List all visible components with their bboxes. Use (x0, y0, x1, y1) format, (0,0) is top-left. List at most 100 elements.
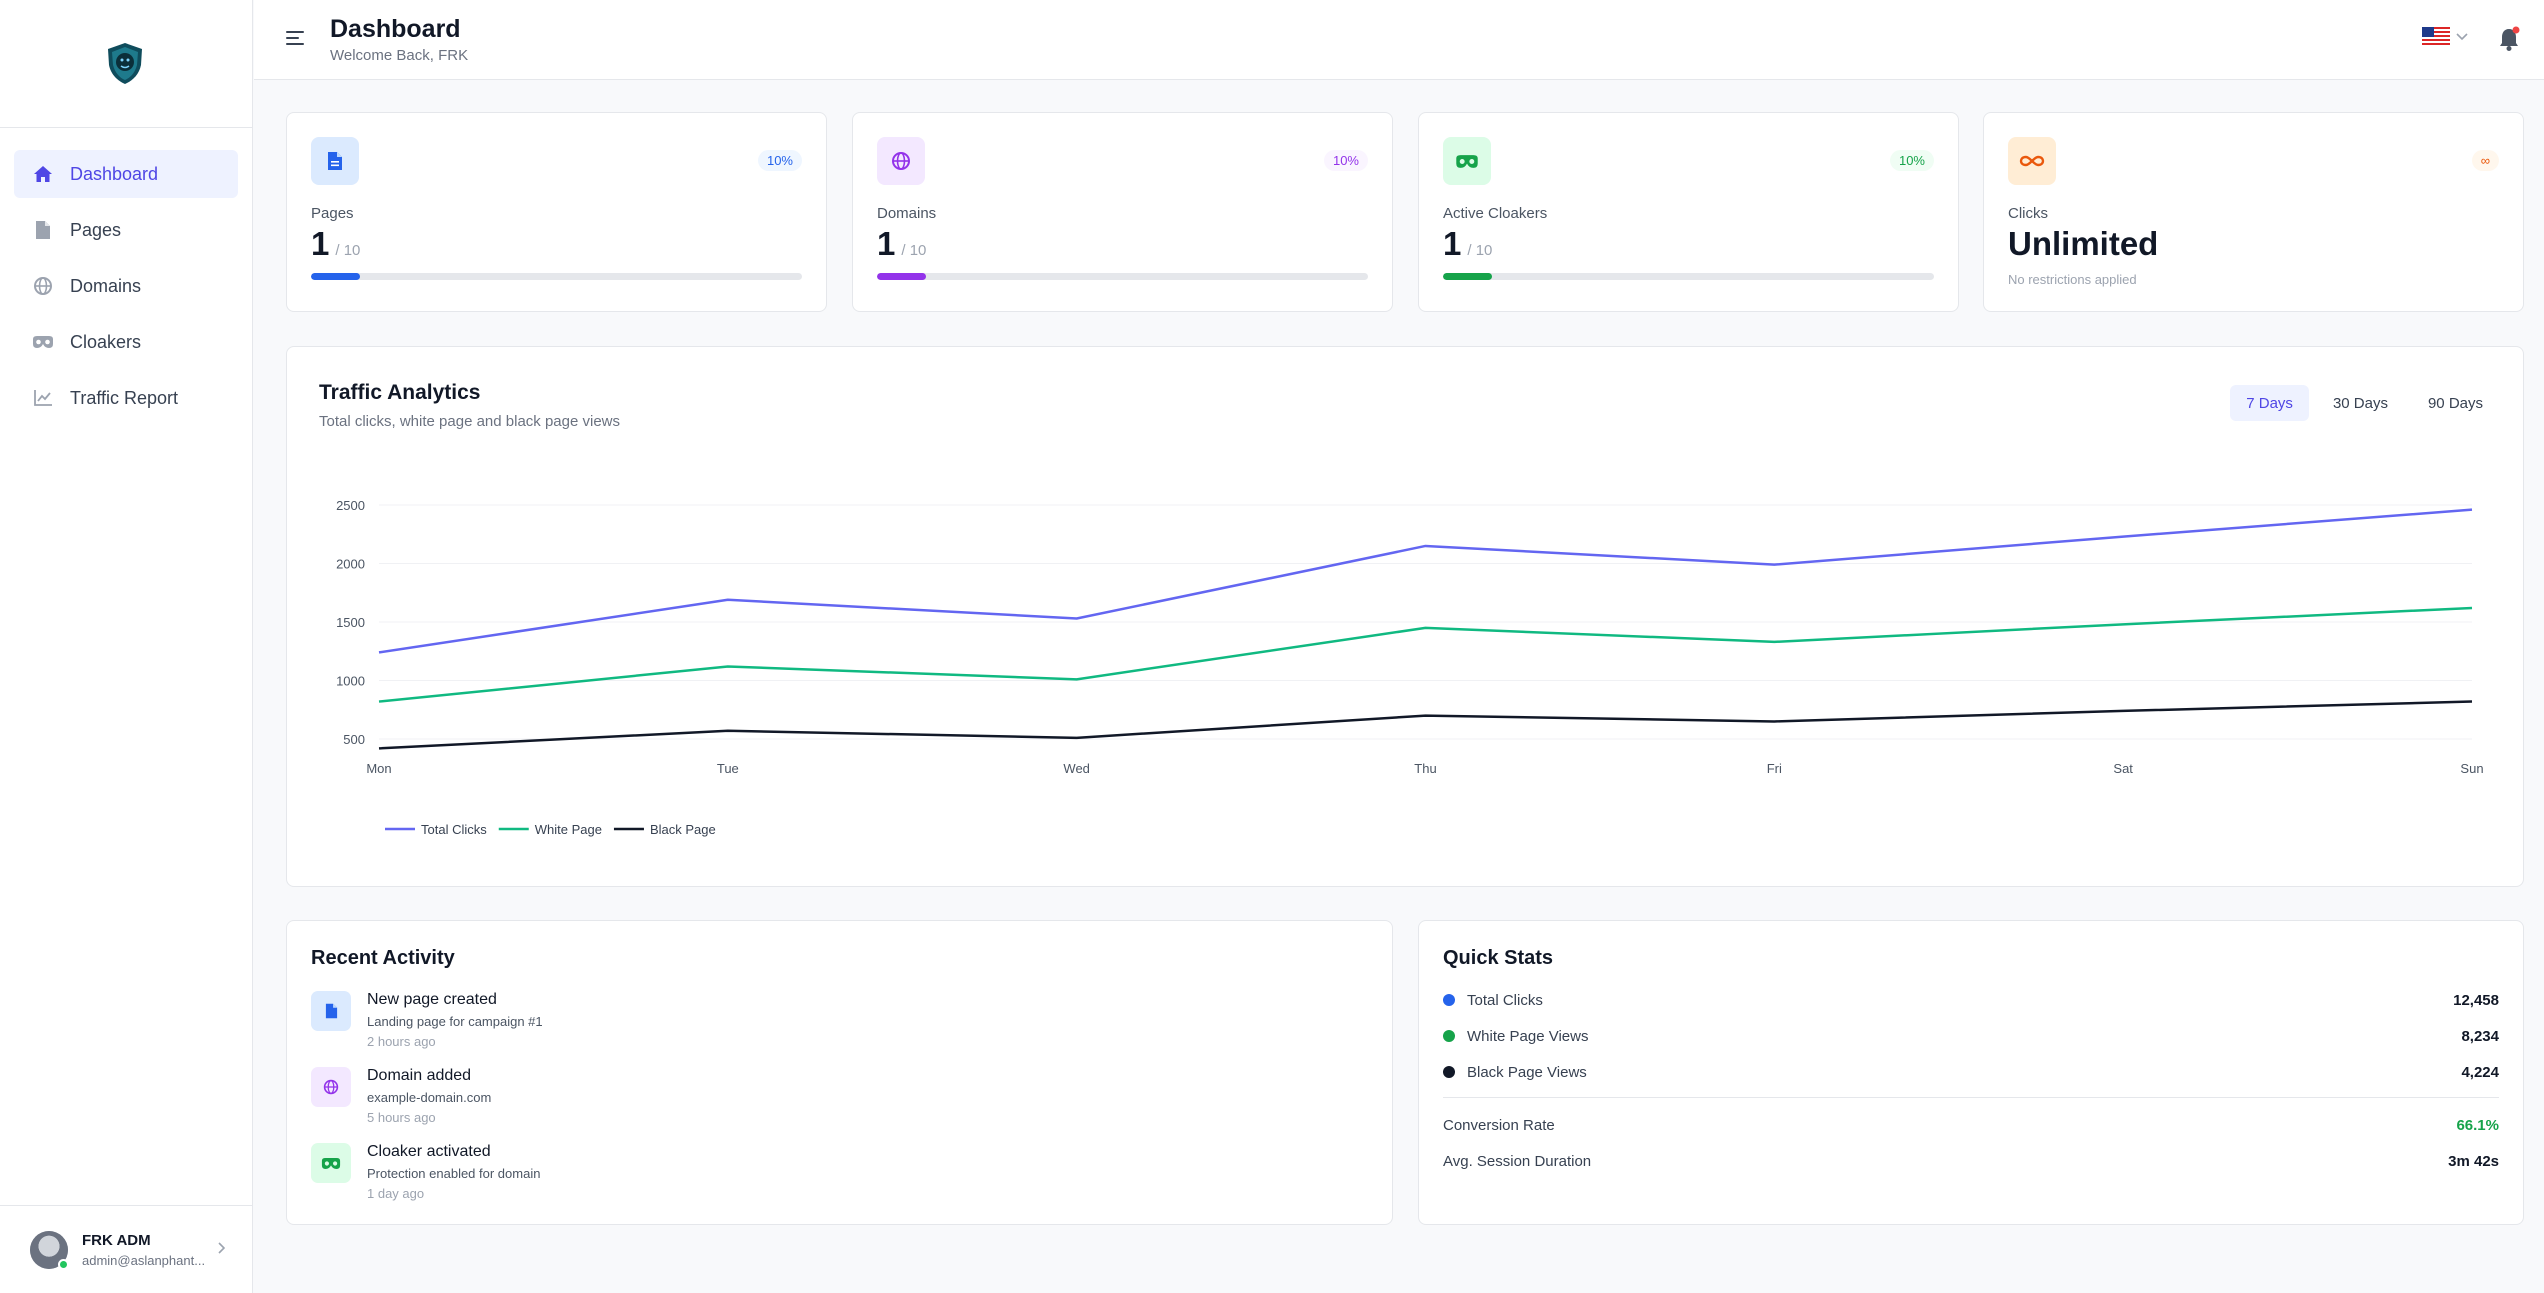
conversion-rate-label: Conversion Rate (1443, 1116, 1555, 1134)
lion-shield-logo[interactable] (104, 41, 146, 85)
sidebar-item-cloakers[interactable]: Cloakers (14, 318, 238, 366)
notification-dot (2512, 26, 2520, 34)
stat-value: Unlimited (2008, 225, 2159, 262)
legend-label: Black Page (650, 822, 716, 837)
language-selector[interactable] (2422, 27, 2468, 47)
chevron-down-icon (2456, 33, 2468, 41)
notifications-button[interactable] (2498, 26, 2520, 57)
stat-badge: 10% (1889, 150, 1934, 171)
home-icon (32, 163, 54, 185)
sidebar-item-dashboard[interactable]: Dashboard (14, 150, 238, 198)
activity-time: 2 hours ago (367, 1034, 436, 1049)
range-30-days-button[interactable]: 30 Days (2332, 394, 2388, 412)
avatar (30, 1230, 69, 1270)
activity-item: Cloaker activated Protection enabled for… (311, 1143, 911, 1213)
sidebar-item-domains[interactable]: Domains (14, 262, 238, 310)
online-status-dot (58, 1258, 69, 1270)
recent-activity-card: Recent Activity New page created Landing… (286, 920, 1393, 1225)
sidebar-item-label: Pages (70, 219, 122, 240)
progress-fill (311, 273, 361, 280)
session-duration-row: Avg. Session Duration 3m 42s (1443, 1150, 2499, 1172)
conversion-rate-value: 66.1% (2456, 1116, 2499, 1134)
stat-max: / 10 (901, 242, 927, 259)
y-tick-label: 2500 (336, 498, 365, 513)
sidebar-item-pages[interactable]: Pages (14, 206, 238, 254)
stat-badge: ∞ (2471, 150, 2499, 171)
activity-time: 5 hours ago (367, 1110, 436, 1125)
quick-stat-label: White Page Views (1467, 1027, 1589, 1045)
quick-stat-row: Black Page Views 4,224 (1443, 1061, 2499, 1083)
x-tick-label: Thu (1414, 761, 1436, 776)
traffic-subtitle: Total clicks, white page and black page … (319, 413, 620, 430)
quick-stat-value: 4,224 (2461, 1063, 2499, 1081)
stat-value: 1/ 10 (1443, 225, 1493, 262)
quick-stat-row: Total Clicks 12,458 (1443, 989, 2499, 1011)
traffic-line-chart: 500 1000 1500 2000 2500 Mon Tue Wed Thu Fri Sat Sun… (336, 498, 2483, 837)
us-flag-icon (2422, 27, 2450, 47)
user-profile[interactable]: FRK ADM admin@aslanphant... (0, 1205, 253, 1293)
range-90-days-button[interactable]: 90 Days (2427, 394, 2483, 412)
activity-description: Landing page for campaign #1 (367, 1014, 543, 1029)
user-email: admin@aslanphant... (82, 1252, 206, 1268)
stat-card-domains: 10% Domains 1/ 10 (852, 112, 1393, 312)
globe-icon (32, 275, 54, 297)
stat-card-clicks: ∞ Clicks Unlimited No restrictions appli… (1983, 112, 2524, 312)
page-subtitle: Welcome Back, FRK (330, 47, 469, 64)
progress-bar (311, 273, 802, 280)
range-7-days-button[interactable]: 7 Days (2230, 385, 2309, 421)
user-name: FRK ADM (82, 1231, 151, 1249)
mask-icon (32, 331, 54, 353)
session-duration-label: Avg. Session Duration (1443, 1152, 1592, 1170)
top-header: Dashboard Welcome Back, FRK (254, 0, 2544, 80)
legend-dot (1443, 1030, 1455, 1042)
stat-icon (877, 137, 925, 185)
activity-item: New page created Landing page for campai… (311, 991, 911, 1061)
progress-bar (877, 273, 1368, 280)
logo-area (0, 0, 252, 128)
x-tick-label: Fri (1767, 761, 1782, 776)
stat-label: Domains (877, 205, 937, 222)
sidebar-item-traffic-report[interactable]: Traffic Report (14, 374, 238, 422)
stat-icon (2008, 137, 2056, 185)
x-tick-label: Sun (2460, 761, 2483, 776)
session-duration-value: 3m 42s (2448, 1152, 2499, 1170)
chevron-right-icon[interactable] (217, 1242, 225, 1254)
progress-fill (877, 273, 927, 280)
activity-title: Cloaker activated (367, 1143, 491, 1160)
stat-icon (311, 137, 359, 185)
stat-value: 1/ 10 (311, 225, 361, 262)
stat-badge: 10% (757, 150, 802, 171)
activity-icon (311, 1143, 351, 1183)
quick-stat-label: Total Clicks (1467, 991, 1543, 1009)
series-line-white-page (378, 606, 2473, 703)
divider (1443, 1097, 2499, 1098)
sidebar-item-label: Domains (70, 275, 142, 296)
x-tick-label: Tue (717, 761, 739, 776)
x-tick-label: Mon (366, 761, 391, 776)
y-tick-label: 1500 (336, 615, 365, 630)
stat-label: Active Cloakers (1443, 205, 1548, 222)
quick-stats-card: Quick Stats Total Clicks 12,458 White Pa… (1418, 920, 2524, 1225)
activity-title: New page created (367, 991, 497, 1008)
stat-max: / 10 (1467, 242, 1493, 259)
quick-stat-value: 12,458 (2453, 991, 2499, 1009)
stat-icon (1443, 137, 1491, 185)
file-icon (328, 152, 342, 170)
traffic-title: Traffic Analytics (319, 381, 481, 404)
stat-max: / 10 (335, 242, 361, 259)
sidebar-item-label: Cloakers (70, 331, 142, 352)
bell-icon (2500, 26, 2520, 51)
stat-card-active-cloakers: 10% Active Cloakers 1/ 10 (1418, 112, 1959, 312)
range-selector: 7 Days 30 Days 90 Days (2222, 385, 2499, 421)
file-icon (325, 1003, 337, 1019)
stat-label: Pages (311, 205, 354, 222)
activity-icon (311, 1067, 351, 1107)
sidebar-item-label: Dashboard (70, 163, 159, 184)
progress-fill (1443, 273, 1493, 280)
hamburger-menu-icon[interactable] (286, 30, 304, 46)
sidebar: Dashboard Pages Domains Cloakers Traffic… (0, 0, 253, 1293)
y-tick-label: 500 (343, 732, 365, 747)
stat-card-pages: 10% Pages 1/ 10 (286, 112, 827, 312)
stat-label: Clicks (2008, 205, 2048, 222)
stat-note: No restrictions applied (2008, 272, 2137, 287)
